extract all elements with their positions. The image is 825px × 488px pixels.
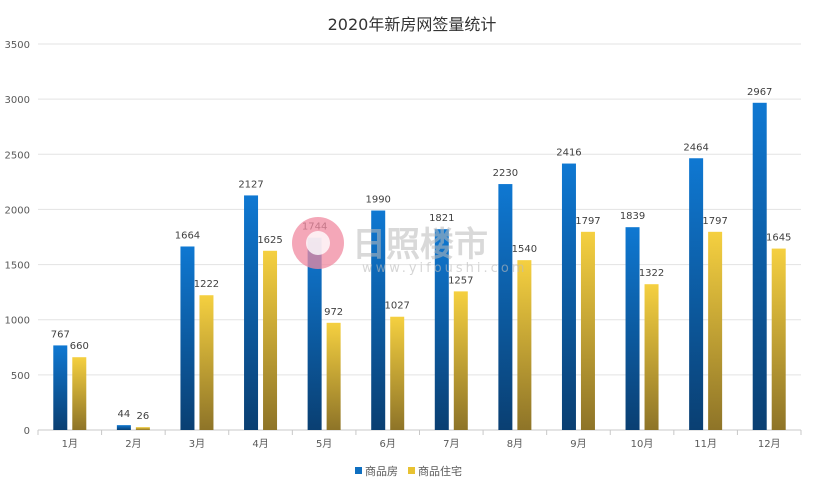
x-tick-label: 3月 bbox=[189, 438, 205, 450]
bar-residential-12 bbox=[771, 248, 786, 430]
bar-commercial-housing-8 bbox=[498, 184, 513, 430]
data-label: 1540 bbox=[512, 244, 537, 255]
bar-residential-7 bbox=[453, 291, 468, 430]
legend-label: 商品房 bbox=[365, 464, 398, 478]
data-label: 1222 bbox=[194, 279, 219, 290]
y-tick-label: 500 bbox=[11, 371, 30, 382]
y-tick-label: 3500 bbox=[5, 40, 30, 51]
x-tick-label: 2月 bbox=[125, 438, 141, 450]
x-tick-label: 1月 bbox=[62, 438, 78, 450]
x-tick-label: 6月 bbox=[380, 438, 396, 450]
bar-commercial-housing-4 bbox=[244, 195, 259, 430]
data-label: 2464 bbox=[683, 142, 708, 153]
x-tick-label: 12月 bbox=[758, 438, 781, 450]
y-tick-label: 2000 bbox=[5, 205, 30, 216]
bar-commercial-housing-12 bbox=[752, 102, 767, 430]
legend-label: 商品住宅 bbox=[418, 464, 462, 478]
data-label: 972 bbox=[324, 307, 343, 318]
bar-commercial-housing-9 bbox=[561, 163, 576, 430]
data-label: 26 bbox=[137, 411, 150, 422]
data-label: 2967 bbox=[747, 87, 772, 98]
x-tick-label: 9月 bbox=[570, 438, 586, 450]
x-tick-label: 5月 bbox=[316, 438, 332, 450]
chart-title: 2020年新房网签量统计 bbox=[328, 15, 497, 34]
bar-commercial-housing-11 bbox=[689, 158, 704, 431]
y-tick-label: 3000 bbox=[5, 95, 30, 106]
bar-residential-3 bbox=[199, 295, 214, 430]
bar-residential-5 bbox=[326, 322, 341, 430]
data-label: 1027 bbox=[384, 301, 409, 312]
data-label: 2416 bbox=[556, 148, 581, 159]
bar-commercial-housing-1 bbox=[53, 345, 68, 430]
data-label: 1322 bbox=[639, 268, 664, 279]
bar-commercial-housing-5 bbox=[307, 237, 322, 430]
data-label: 1839 bbox=[620, 211, 645, 222]
data-label: 1990 bbox=[365, 195, 390, 206]
bar-residential-4 bbox=[263, 250, 278, 430]
bar-commercial-housing-6 bbox=[371, 210, 386, 430]
x-tick-label: 10月 bbox=[631, 438, 654, 450]
y-tick-label: 2500 bbox=[5, 150, 30, 161]
bar-residential-2 bbox=[135, 427, 150, 430]
bar-residential-10 bbox=[644, 284, 659, 430]
y-tick-label: 0 bbox=[24, 426, 30, 437]
data-label: 2230 bbox=[493, 168, 518, 179]
legend-swatch bbox=[408, 467, 415, 474]
bar-residential-8 bbox=[517, 260, 532, 430]
x-tick-label: 8月 bbox=[507, 438, 523, 450]
watermark-text: 日照楼市 bbox=[352, 225, 488, 265]
data-label: 660 bbox=[70, 341, 89, 352]
bar-commercial-housing-10 bbox=[625, 227, 640, 430]
x-tick-label: 7月 bbox=[443, 438, 459, 450]
legend: 商品房 商品住宅 bbox=[355, 464, 462, 478]
data-label: 1821 bbox=[429, 213, 454, 224]
bar-residential-9 bbox=[580, 231, 595, 430]
watermark-url: www.yifoushi.com bbox=[362, 261, 527, 276]
bar-residential-6 bbox=[390, 316, 405, 430]
data-label: 1797 bbox=[702, 216, 727, 227]
data-label: 1645 bbox=[766, 233, 791, 244]
data-label: 1257 bbox=[448, 275, 473, 286]
data-label: 767 bbox=[51, 329, 70, 340]
bar-commercial-housing-7 bbox=[434, 229, 449, 430]
data-label: 44 bbox=[118, 409, 131, 420]
bar-commercial-housing-2 bbox=[116, 425, 131, 430]
bar-commercial-housing-3 bbox=[180, 246, 195, 430]
x-tick-label: 11月 bbox=[694, 438, 717, 450]
legend-swatch bbox=[355, 467, 362, 474]
data-label: 1625 bbox=[257, 235, 282, 246]
bar-residential-11 bbox=[708, 231, 723, 430]
x-tick-label: 4月 bbox=[252, 438, 268, 450]
data-label: 1797 bbox=[575, 216, 600, 227]
bar-residential-1 bbox=[72, 357, 87, 430]
data-label: 1664 bbox=[175, 230, 200, 241]
data-label: 2127 bbox=[238, 179, 263, 190]
watermark: 日照楼市 www.yifoushi.com bbox=[292, 217, 527, 276]
y-tick-label: 1000 bbox=[5, 316, 30, 327]
y-tick-label: 1500 bbox=[5, 261, 30, 272]
